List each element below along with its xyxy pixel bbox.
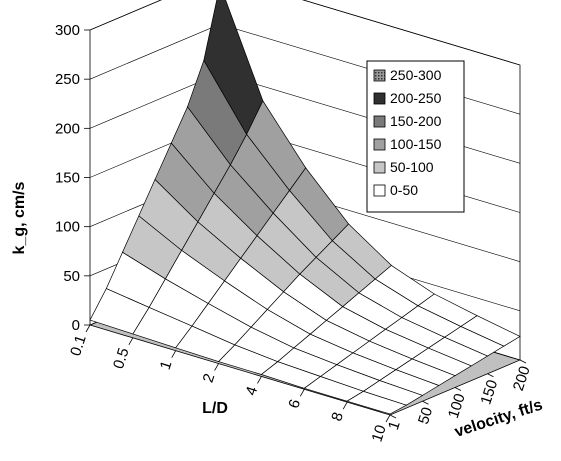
surface-patch (346, 390, 408, 415)
z-tick-label: 0 (72, 317, 80, 334)
legend-swatch (373, 138, 386, 151)
gridline-z (89, 0, 521, 66)
velocity-tick-label: 100 (445, 391, 469, 420)
velocity-tick-label: 150 (477, 378, 501, 407)
ld-tick-mark (128, 337, 134, 346)
velocity-tick-mark (389, 414, 397, 419)
z-tick-label: 200 (55, 120, 80, 137)
legend-label: 0-50 (390, 182, 418, 198)
velocity-tick-mark (519, 359, 527, 364)
ld-tick-mark (214, 363, 219, 371)
velocity-tick-mark (487, 373, 494, 378)
z-tick-label: 150 (55, 170, 80, 187)
z-tick-label: 100 (55, 219, 80, 236)
ld-tick-mark (171, 350, 177, 358)
ld-tick-mark (342, 401, 348, 410)
ld-tick-mark (85, 324, 91, 333)
ld-tick-label: 1 (157, 359, 176, 372)
ld-tick-label: 10 (368, 423, 389, 444)
legend-swatch (373, 92, 386, 105)
z-axis-title: k_g, cm/s (11, 181, 28, 254)
z-tick-label: 50 (63, 268, 80, 285)
legend: 250-300 200-250 150-200 100-150 50-100 0-50 (366, 60, 465, 213)
legend-swatch (373, 115, 386, 128)
velocity-tick-mark (454, 387, 462, 391)
ld-tick-label: 2 (200, 372, 219, 385)
legend-swatch (373, 161, 386, 174)
x-axis-title: L/D (202, 400, 228, 417)
ld-tick-label: 0.5 (110, 346, 133, 371)
z-tick-label: 300 (55, 22, 80, 39)
legend-swatch (373, 69, 386, 82)
surface-mesh (89, 0, 521, 415)
ld-tick-label: 4 (242, 384, 261, 397)
legend-label: 200-250 (390, 90, 442, 106)
ld-tick-mark (299, 389, 305, 397)
velocity-tick-mark (422, 400, 429, 405)
velocity-tick-label: 200 (510, 364, 534, 393)
chart-axes: 0 50 100 150 200 250 300 0.1 0.5 1 2 4 6 8 10 1 50 100 150… (55, 22, 534, 444)
legend-label: 100-150 (390, 136, 442, 152)
ld-tick-label: 0.1 (67, 333, 90, 358)
ld-tick-mark (385, 414, 391, 423)
legend-swatch (373, 184, 386, 197)
legend-label: 150-200 (390, 113, 442, 129)
ld-tick-mark (257, 376, 262, 384)
velocity-tick-label: 50 (415, 405, 436, 426)
ld-tick-label: 6 (285, 397, 304, 410)
legend-label: 250-300 (390, 67, 442, 83)
legend-label: 50-100 (390, 159, 434, 175)
z-tick-label: 250 (55, 71, 80, 88)
ld-tick-label: 8 (328, 410, 347, 423)
